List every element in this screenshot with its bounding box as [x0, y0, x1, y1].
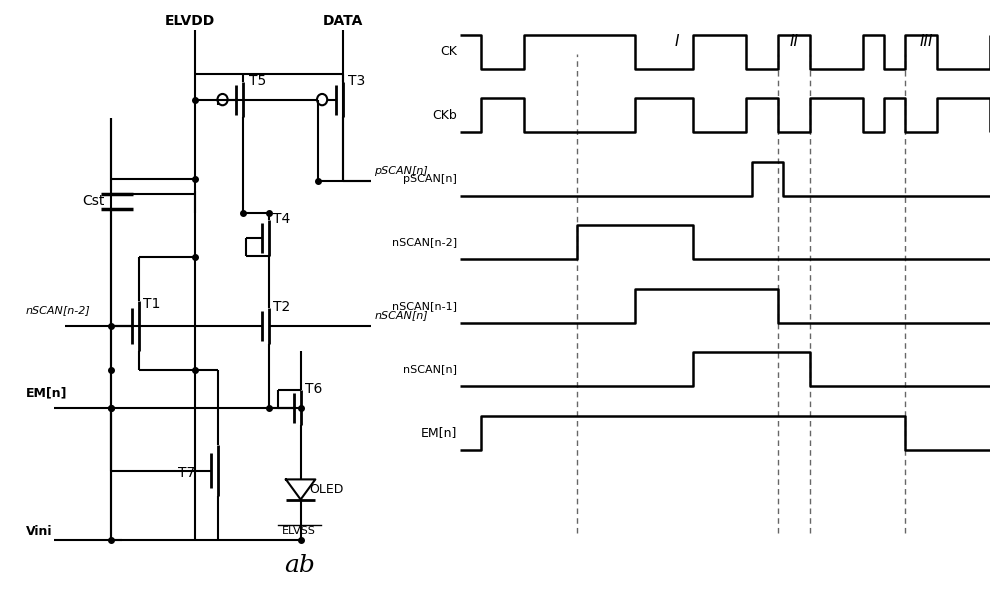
- Text: CK: CK: [440, 45, 457, 58]
- Text: III: III: [920, 35, 933, 49]
- Text: T7: T7: [178, 466, 196, 480]
- Text: Vini: Vini: [26, 525, 52, 538]
- Text: T5: T5: [249, 74, 266, 87]
- Text: T4: T4: [273, 212, 291, 226]
- Text: II: II: [789, 35, 798, 49]
- Text: nSCAN[n-1]: nSCAN[n-1]: [392, 300, 457, 311]
- Text: EM[n]: EM[n]: [421, 426, 457, 439]
- Text: ab: ab: [285, 554, 315, 577]
- Text: I: I: [675, 35, 680, 49]
- Text: nSCAN[n-2]: nSCAN[n-2]: [26, 305, 90, 315]
- Text: DATA: DATA: [322, 14, 363, 28]
- Text: T6: T6: [305, 381, 323, 396]
- Text: nSCAN[n-2]: nSCAN[n-2]: [392, 237, 457, 247]
- Text: pSCAN[n]: pSCAN[n]: [374, 166, 428, 176]
- Text: OLED: OLED: [310, 483, 344, 496]
- Text: ELVSS: ELVSS: [281, 526, 315, 536]
- Text: nSCAN[n]: nSCAN[n]: [403, 364, 457, 374]
- Text: EM[n]: EM[n]: [26, 386, 67, 399]
- Text: nSCAN[n]: nSCAN[n]: [374, 311, 428, 321]
- Text: T2: T2: [273, 300, 291, 314]
- Text: T3: T3: [348, 74, 365, 87]
- Text: Cst: Cst: [82, 195, 105, 208]
- Text: ELVDD: ELVDD: [165, 14, 215, 28]
- Text: T1: T1: [143, 298, 161, 311]
- Text: CKb: CKb: [433, 109, 457, 122]
- Text: pSCAN[n]: pSCAN[n]: [403, 174, 457, 184]
